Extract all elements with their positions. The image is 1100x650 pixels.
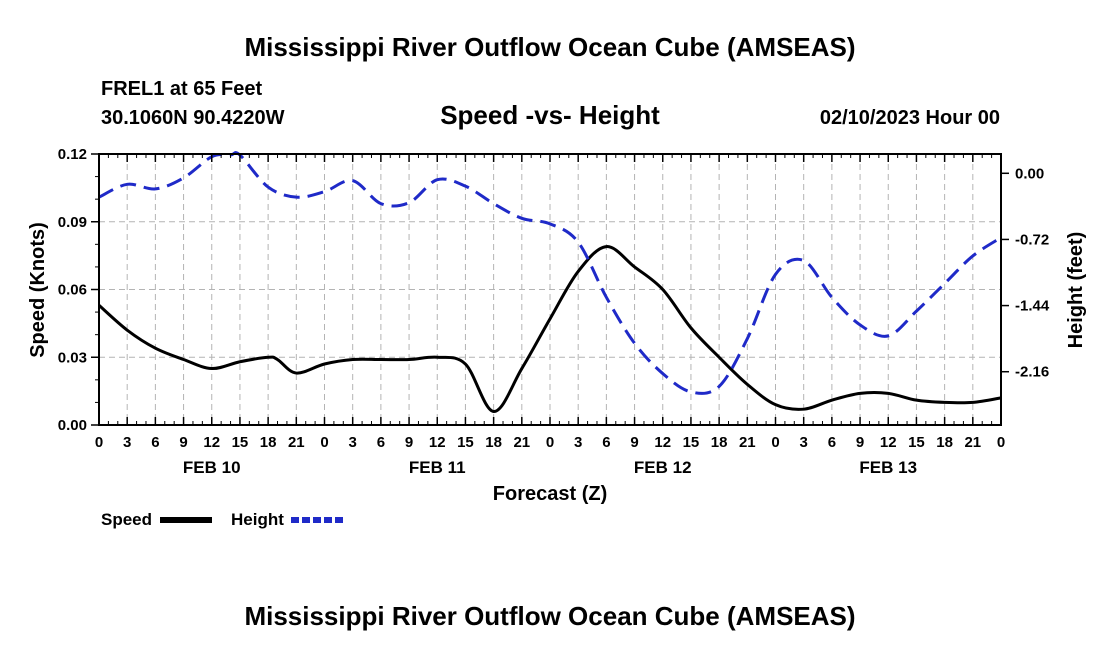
x-tick-label: 18 xyxy=(711,434,728,451)
y-left-tick-label: 0.12 xyxy=(58,146,87,163)
x-tick-label: 3 xyxy=(123,434,131,451)
x-tick-label: 9 xyxy=(405,434,413,451)
x-tick-label: 21 xyxy=(739,434,756,451)
footer-title: Mississippi River Outflow Ocean Cube (AM… xyxy=(244,601,855,631)
y-right-tick-label: 0.00 xyxy=(1015,165,1044,182)
y-right-tick-label: -1.44 xyxy=(1015,298,1050,315)
series-layer xyxy=(98,151,1002,413)
x-tick-label: 21 xyxy=(513,434,530,451)
x-tick-label: 21 xyxy=(288,434,305,451)
x-tick-label: 0 xyxy=(320,434,328,451)
x-tick-label: 3 xyxy=(349,434,357,451)
x-tick-label: 9 xyxy=(856,434,864,451)
x-tick-label: 3 xyxy=(574,434,582,451)
x-tick-label: 15 xyxy=(457,434,474,451)
legend: Speed Height xyxy=(101,510,343,529)
x-tick-label: 15 xyxy=(908,434,925,451)
x-axis-title: Forecast (Z) xyxy=(493,483,607,505)
x-day-label: FEB 10 xyxy=(183,458,241,477)
x-tick-label: 15 xyxy=(232,434,249,451)
x-tick-label: 12 xyxy=(429,434,446,451)
y-left-tick-label: 0.00 xyxy=(58,417,87,434)
x-tick-label: 18 xyxy=(936,434,953,451)
legend-height-label: Height xyxy=(231,510,284,529)
x-tick-label: 18 xyxy=(485,434,502,451)
x-tick-label: 3 xyxy=(800,434,808,451)
x-tick-label: 9 xyxy=(179,434,187,451)
x-day-label: FEB 12 xyxy=(634,458,692,477)
forecast-date-label: 02/10/2023 Hour 00 xyxy=(820,107,1000,129)
y-right-tick-label: -2.16 xyxy=(1015,364,1049,381)
y-left-tick-label: 0.09 xyxy=(58,214,87,231)
series-speed-line xyxy=(98,245,1002,413)
grid-lines xyxy=(99,154,1001,425)
y-left-tick-label: 0.03 xyxy=(58,349,87,366)
x-tick-label: 21 xyxy=(964,434,981,451)
y-right-tick-label: -0.72 xyxy=(1015,231,1049,248)
chart-subtitle: Speed -vs- Height xyxy=(440,100,660,130)
coordinates-label: 30.1060N 90.4220W xyxy=(101,107,285,129)
x-tick-label: 9 xyxy=(630,434,638,451)
plot-area: 0 3 6 9 12 15 18 21 0 3 6 9 12 15 18 21 0 3 6 9 12 15 18 21 0 3 6 9… xyxy=(58,146,1050,477)
x-tick-label: 6 xyxy=(151,434,159,451)
y-axis-left-title: Speed (Knots) xyxy=(27,222,49,358)
chart-title: Mississippi River Outflow Ocean Cube (AM… xyxy=(244,32,855,62)
x-tick-label: 12 xyxy=(880,434,897,451)
x-tick-label: 0 xyxy=(997,434,1005,451)
x-day-label: FEB 13 xyxy=(859,458,917,477)
x-tick-label: 12 xyxy=(203,434,220,451)
x-tick-label: 12 xyxy=(654,434,671,451)
x-tick-label: 0 xyxy=(771,434,779,451)
axis-ticks: 0 3 6 9 12 15 18 21 0 3 6 9 12 15 18 21 0 3 6 9 12 15 18 21 0 3 6 9… xyxy=(58,146,1050,477)
x-tick-label: 0 xyxy=(546,434,554,451)
x-tick-label: 6 xyxy=(377,434,385,451)
x-tick-label: 6 xyxy=(828,434,836,451)
x-tick-label: 6 xyxy=(602,434,610,451)
y-axis-right-title: Height (feet) xyxy=(1065,232,1087,349)
station-label: FREL1 at 65 Feet xyxy=(101,78,263,100)
x-day-label: FEB 11 xyxy=(409,458,466,477)
x-tick-label: 18 xyxy=(260,434,277,451)
x-tick-label: 15 xyxy=(683,434,700,451)
legend-speed-label: Speed xyxy=(101,510,152,529)
x-tick-label: 0 xyxy=(95,434,103,451)
y-left-tick-label: 0.06 xyxy=(58,282,87,299)
series-height-line xyxy=(98,151,1002,395)
